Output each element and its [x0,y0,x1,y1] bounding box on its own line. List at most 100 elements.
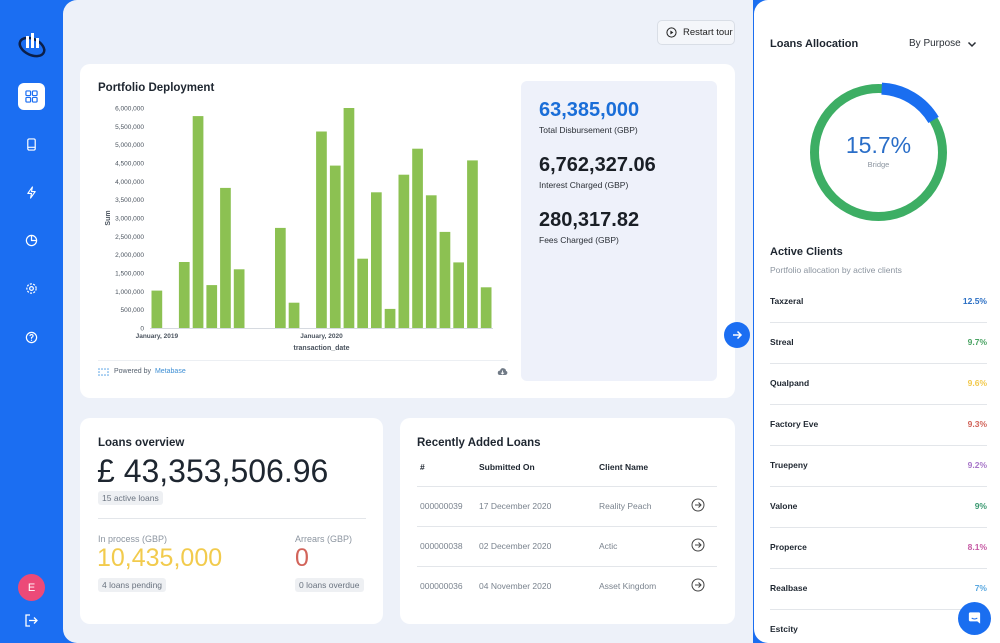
chart-bar [316,131,327,328]
chart-bar [275,227,286,328]
in-process-label: In process (GBP) [98,534,168,544]
loan-client: Actic [599,541,618,551]
arrow-circle-right-icon[interactable] [691,498,705,512]
chat-button[interactable] [958,602,991,635]
user-avatar[interactable]: E [18,574,45,601]
stats-panel: 63,385,000 Total Disbursement (GBP) 6,76… [521,81,717,381]
client-name: Realbase [770,583,808,593]
loans-overview-title: Loans overview [98,437,185,449]
client-row[interactable]: Streal 9.7% [770,323,987,364]
column-header-client: Client Name [599,462,649,472]
help-icon [25,331,38,344]
client-name: Properce [770,542,807,552]
nav-book[interactable] [18,131,45,158]
nav-settings[interactable] [18,275,45,302]
table-row[interactable]: 000000039 17 December 2020 Reality Peach [417,486,717,526]
fees-charged-value: 280,317.82 [539,209,640,231]
cloud-download-icon[interactable] [497,367,508,376]
purpose-dropdown[interactable]: By Purpose [909,38,977,49]
powered-by: Powered by Metabase [98,367,186,376]
x-tick-label: January, 2019 [136,333,179,340]
portfolio-bar-chart: 0 500,000 1,000,000 1,500,000 2,000,000 2,500… [105,106,493,352]
restart-tour-button[interactable]: Restart tour [657,20,735,45]
nav-reports[interactable] [18,227,45,254]
chart-bar [467,160,478,328]
chart-bar [439,231,451,328]
metabase-footer: Powered by Metabase [98,360,508,376]
arrow-circle-right-icon[interactable] [691,538,705,552]
client-row[interactable]: Factory Eve 9.3% [770,405,987,446]
portfolio-title: Portfolio Deployment [98,82,215,94]
client-percent: 12.5% [962,296,987,306]
chart-bar [220,187,231,328]
loan-client: Reality Peach [599,501,652,511]
active-clients-title: Active Clients [770,246,843,258]
chart-bar [412,148,423,328]
pie-chart-icon [25,234,38,247]
chart-bar [206,285,218,328]
main-content: Restart tour Portfolio Deployment 0 500,0… [63,0,753,643]
client-row[interactable]: Realbase 7% [770,569,987,610]
arrow-circle-right-icon[interactable] [691,578,705,592]
restart-tour-label: Restart tour [683,27,733,38]
loan-date: 17 December 2020 [479,501,552,511]
client-row[interactable]: Taxzeral 12.5% [770,282,987,323]
column-header-id: # [420,462,425,472]
y-tick-label: 4,000,000 [115,179,144,186]
chart-bar [371,192,382,328]
metabase-brand[interactable]: Metabase [154,368,186,375]
client-percent: 9% [974,501,987,511]
next-arrow-button[interactable] [724,322,750,348]
app-logo[interactable] [17,30,47,58]
chart-bar [343,108,355,328]
grid-icon [25,90,38,103]
client-row[interactable]: Properce 8.1% [770,528,987,569]
client-row[interactable]: Estcity [770,610,987,643]
client-row[interactable]: Qualpand 9.6% [770,364,987,405]
donut-ring [810,84,947,221]
loan-date: 02 December 2020 [479,541,552,551]
arrears-value: 0 [295,544,309,572]
nav-help[interactable] [18,324,45,351]
nav-dashboard[interactable] [18,83,45,110]
client-percent: 7% [974,583,987,593]
client-row[interactable]: Truepeny 9.2% [770,446,987,487]
logout-icon[interactable] [24,613,39,628]
chart-bar [357,258,368,328]
chart-bar [151,290,163,328]
table-row[interactable]: 000000038 02 December 2020 Actic [417,526,717,566]
y-tick-label: 1,500,000 [115,271,144,278]
loan-id: 000000036 [420,581,463,591]
chart-bar [233,269,245,328]
y-tick-label: 5,500,000 [115,124,144,131]
y-tick-label: 1,000,000 [115,289,144,296]
fees-charged-label: Fees Charged (GBP) [539,235,619,245]
loans-pending-badge: 4 loans pending [98,578,167,592]
loans-overview-card: Loans overview £ 43,353,506.96 15 active… [80,418,383,624]
y-tick-label: 2,500,000 [115,234,144,241]
allocation-donut-chart [810,82,947,221]
portfolio-deployment-card: Portfolio Deployment 0 500,000 1,000,000 1,… [80,64,735,398]
nav-activity[interactable] [18,179,45,206]
y-tick-label: 4,500,000 [115,161,144,168]
client-name: Factory Eve [770,419,819,429]
divider [98,518,366,519]
y-axis-label: Sum [105,210,112,225]
recent-loans-card: Recently Added Loans # Submitted On Clie… [400,418,735,624]
gear-icon [26,283,37,294]
client-percent: 9.3% [967,419,987,429]
play-circle-icon [666,27,677,38]
book-icon [27,138,36,151]
fees-charged-stat: 280,317.82 Fees Charged (GBP) [539,209,639,245]
loan-date: 04 November 2020 [479,581,552,591]
x-axis-label: transaction_date [293,345,349,352]
client-percent: 9.6% [967,378,987,388]
chart-bar [192,116,204,328]
client-percent: 8.1% [967,542,987,552]
client-row[interactable]: Valone 9% [770,487,987,528]
client-name: Truepeny [770,460,808,470]
table-row[interactable]: 000000036 04 November 2020 Asset Kingdom [417,566,717,606]
loans-total-amount: £ 43,353,506.96 [97,453,329,489]
total-disbursement-label: Total Disbursement (GBP) [539,125,638,135]
loan-id: 000000038 [420,541,463,551]
